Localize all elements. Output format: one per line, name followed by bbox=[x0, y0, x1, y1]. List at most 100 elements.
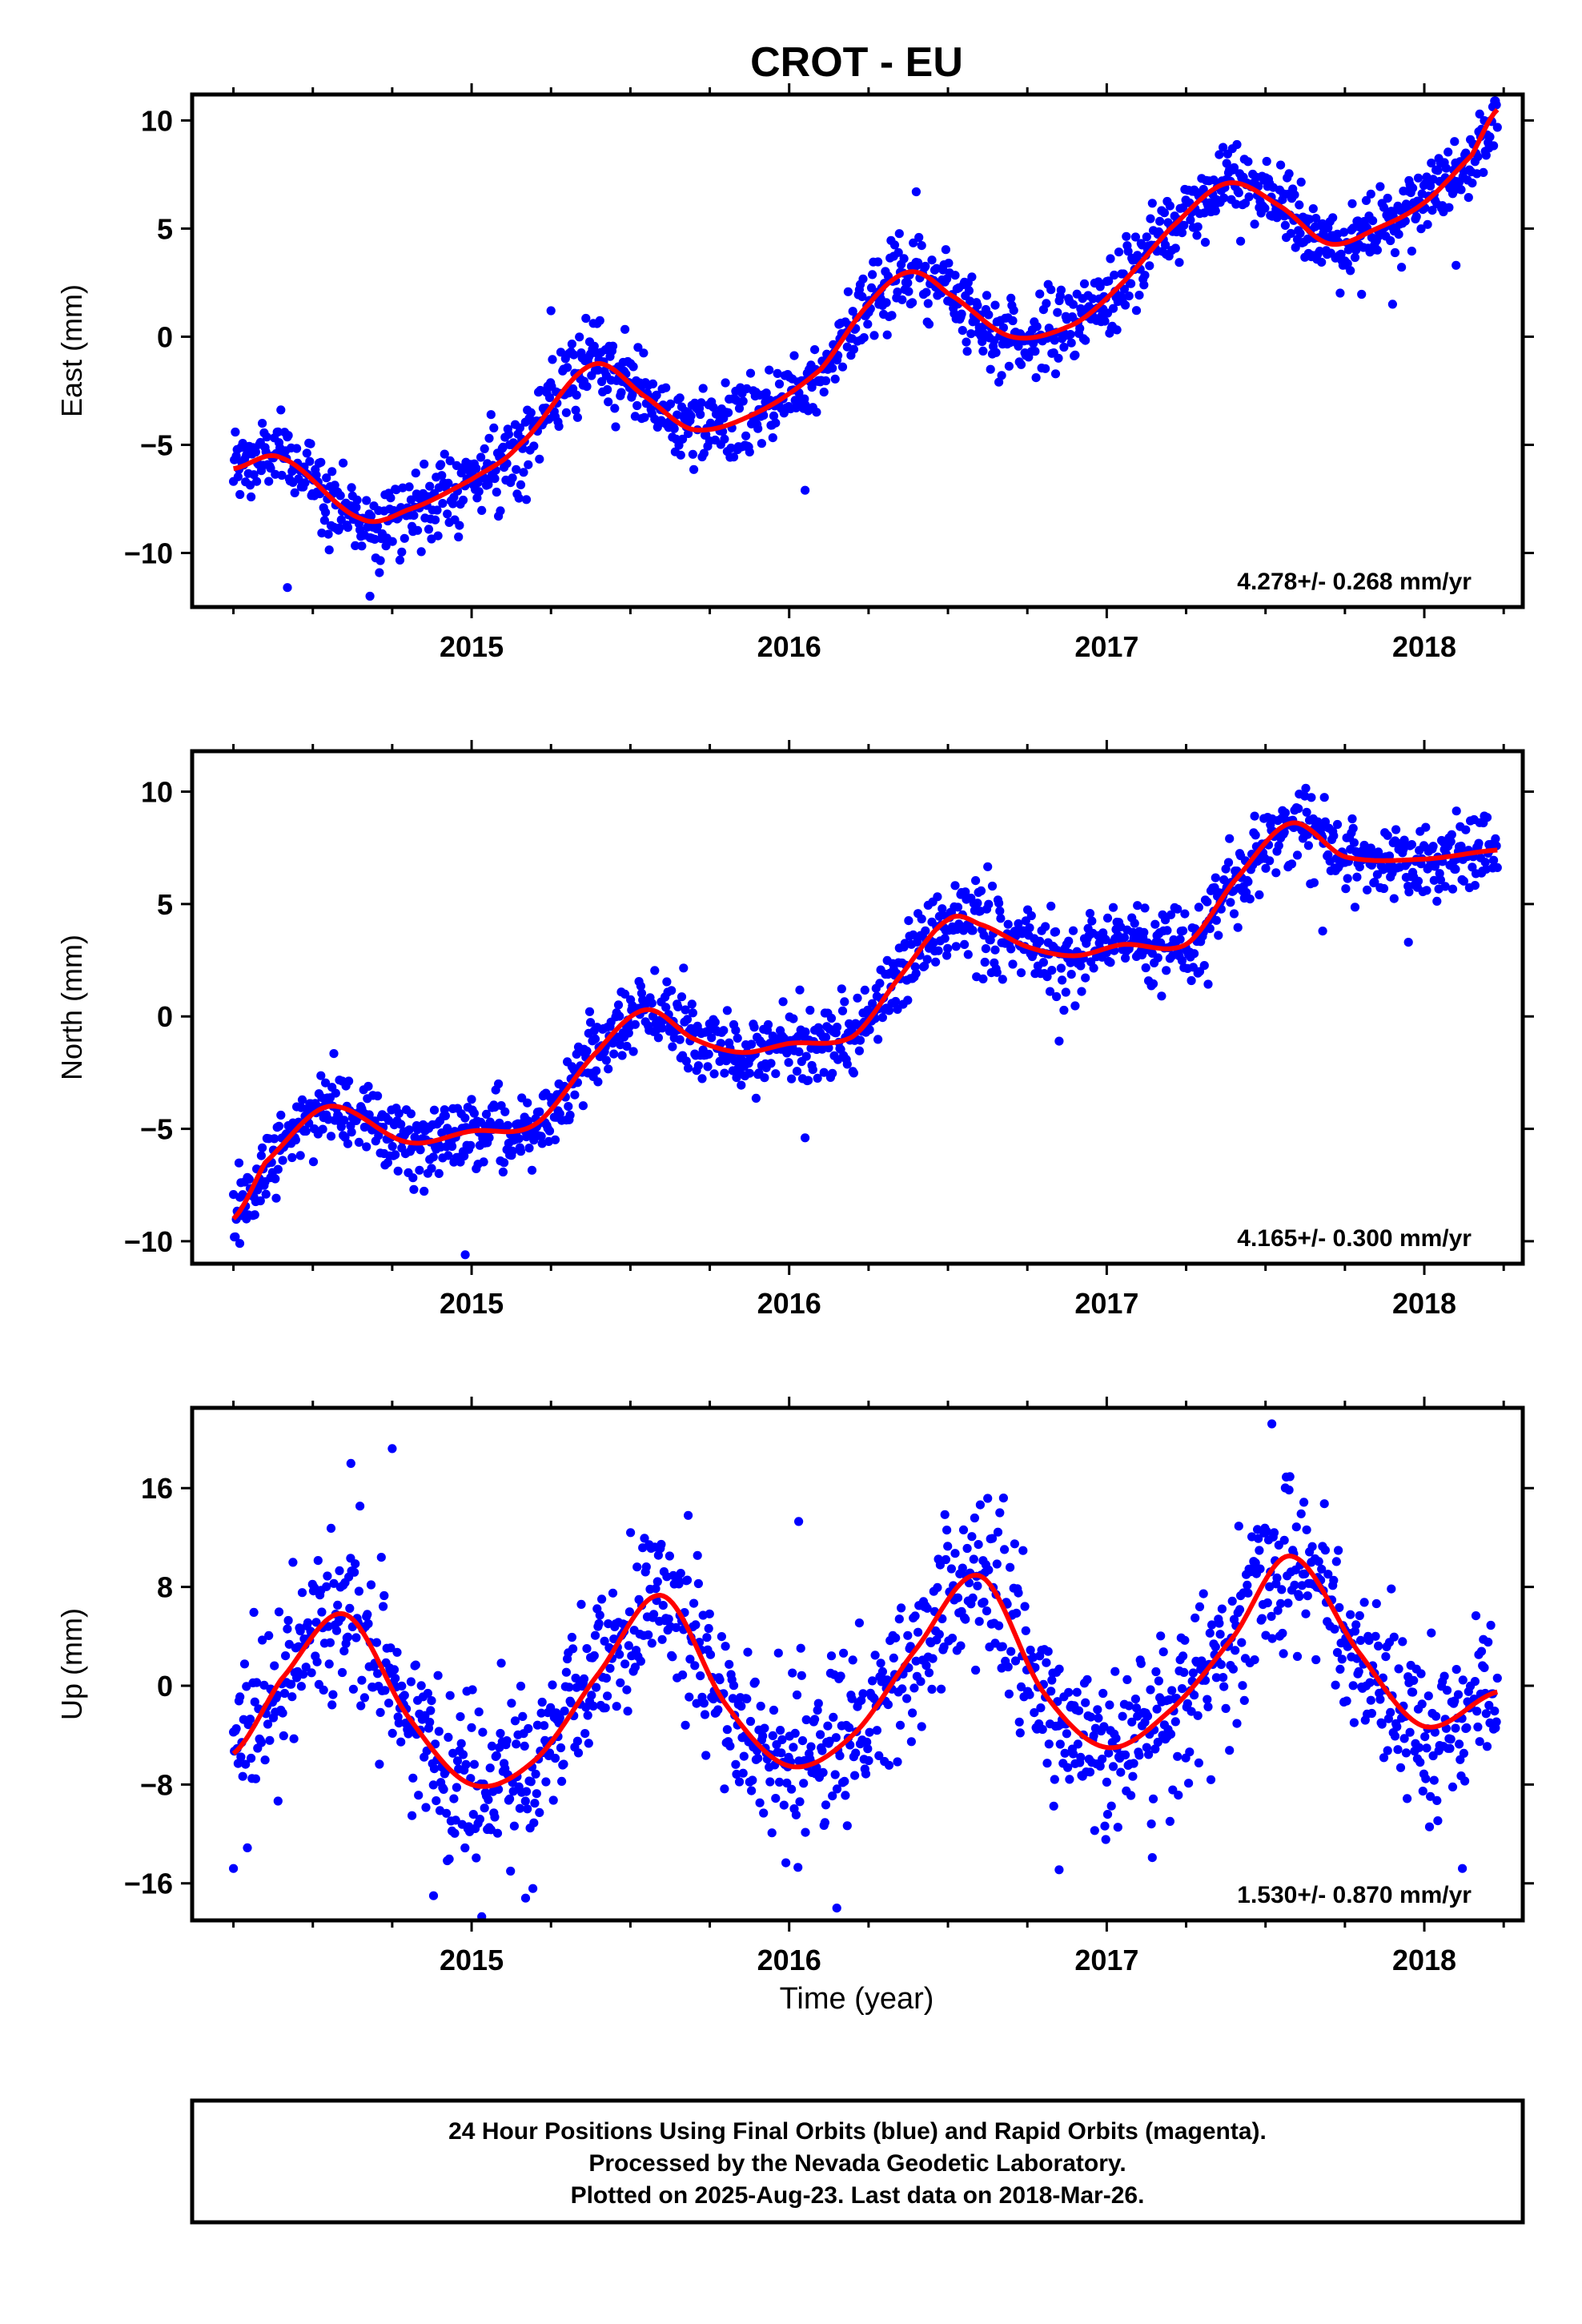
data-point bbox=[387, 537, 397, 546]
data-point bbox=[676, 450, 685, 460]
data-point bbox=[648, 1011, 658, 1021]
data-point bbox=[287, 1692, 297, 1702]
data-point bbox=[236, 1752, 246, 1762]
data-point bbox=[848, 1655, 857, 1665]
data-point bbox=[1004, 1689, 1014, 1699]
data-point bbox=[998, 975, 1007, 984]
data-point bbox=[865, 1727, 874, 1737]
data-point bbox=[808, 1065, 817, 1075]
data-point bbox=[1337, 1655, 1347, 1664]
data-point bbox=[1016, 360, 1026, 369]
data-point bbox=[650, 966, 660, 975]
data-point bbox=[1010, 1539, 1019, 1549]
data-point bbox=[1161, 240, 1170, 250]
data-point bbox=[1154, 1676, 1163, 1686]
data-point bbox=[667, 986, 677, 995]
data-point bbox=[1038, 958, 1048, 967]
data-point bbox=[763, 1019, 773, 1030]
data-point bbox=[306, 439, 315, 448]
data-point bbox=[1205, 1628, 1215, 1638]
data-point bbox=[961, 1614, 970, 1624]
data-point bbox=[720, 1784, 729, 1794]
data-point bbox=[235, 489, 245, 500]
data-point bbox=[911, 1656, 921, 1666]
data-point bbox=[1441, 163, 1451, 173]
data-point bbox=[1225, 834, 1235, 843]
data-point bbox=[732, 396, 741, 405]
data-point bbox=[241, 1759, 251, 1769]
data-point bbox=[623, 1707, 632, 1716]
data-point bbox=[903, 278, 913, 287]
y-tick-label: 10 bbox=[141, 104, 173, 137]
data-point bbox=[1139, 280, 1149, 290]
data-point bbox=[968, 926, 978, 935]
data-point bbox=[1413, 876, 1423, 886]
data-point bbox=[461, 1759, 471, 1769]
data-point bbox=[1215, 1630, 1225, 1639]
data-point bbox=[978, 346, 988, 356]
data-point bbox=[516, 1681, 526, 1691]
data-point bbox=[565, 1110, 575, 1120]
data-point bbox=[362, 1142, 371, 1152]
data-point bbox=[1145, 261, 1154, 271]
data-point bbox=[278, 1156, 287, 1165]
data-point bbox=[632, 1562, 642, 1572]
data-point bbox=[1087, 916, 1097, 926]
data-point bbox=[703, 1062, 713, 1072]
data-point bbox=[994, 1621, 1004, 1630]
data-point bbox=[474, 1707, 484, 1717]
data-point bbox=[987, 1534, 998, 1543]
data-point bbox=[1329, 1575, 1339, 1585]
data-point bbox=[1397, 263, 1407, 272]
data-point bbox=[1050, 1775, 1059, 1784]
data-point bbox=[823, 1721, 833, 1731]
data-point bbox=[943, 943, 953, 953]
data-point bbox=[231, 427, 240, 437]
data-point bbox=[1128, 1771, 1138, 1781]
data-point bbox=[1194, 1758, 1203, 1767]
data-point bbox=[540, 1721, 549, 1731]
data-point bbox=[967, 272, 977, 282]
data-point bbox=[460, 1843, 470, 1853]
data-point bbox=[1347, 199, 1357, 208]
data-point bbox=[444, 478, 453, 489]
data-point bbox=[842, 1821, 852, 1831]
data-point bbox=[252, 476, 262, 486]
data-point bbox=[1173, 904, 1182, 914]
data-point bbox=[303, 1618, 313, 1627]
data-point bbox=[264, 476, 274, 486]
data-point bbox=[319, 516, 329, 525]
data-point bbox=[997, 371, 1006, 380]
data-point bbox=[357, 541, 367, 551]
x-tick-label: 2018 bbox=[1392, 1944, 1456, 1976]
data-point bbox=[1010, 1656, 1021, 1666]
data-point bbox=[548, 1795, 558, 1805]
data-point bbox=[1420, 1732, 1430, 1742]
data-point bbox=[1464, 193, 1473, 203]
data-point bbox=[1006, 293, 1016, 303]
data-point bbox=[990, 945, 1000, 955]
data-point bbox=[1129, 1759, 1138, 1768]
data-point bbox=[1070, 350, 1080, 360]
data-point bbox=[837, 362, 848, 372]
data-point bbox=[897, 1603, 906, 1613]
data-point bbox=[1475, 109, 1484, 119]
data-point bbox=[502, 1736, 512, 1746]
x-axis-label: Time (year) bbox=[780, 1982, 934, 2016]
data-point bbox=[1042, 972, 1052, 982]
data-point bbox=[1166, 910, 1176, 919]
data-point bbox=[787, 1784, 797, 1794]
data-point bbox=[1303, 1591, 1312, 1601]
data-point bbox=[1271, 868, 1281, 878]
data-point bbox=[908, 1708, 917, 1718]
data-point bbox=[1422, 1743, 1431, 1753]
data-point bbox=[968, 1593, 978, 1602]
data-point bbox=[1075, 324, 1085, 333]
data-point bbox=[641, 1562, 651, 1572]
data-point bbox=[1267, 1634, 1277, 1643]
data-point bbox=[1165, 201, 1174, 211]
data-point bbox=[700, 1710, 710, 1719]
data-point bbox=[725, 1741, 735, 1751]
data-point bbox=[278, 1708, 287, 1718]
data-point bbox=[270, 1661, 279, 1671]
